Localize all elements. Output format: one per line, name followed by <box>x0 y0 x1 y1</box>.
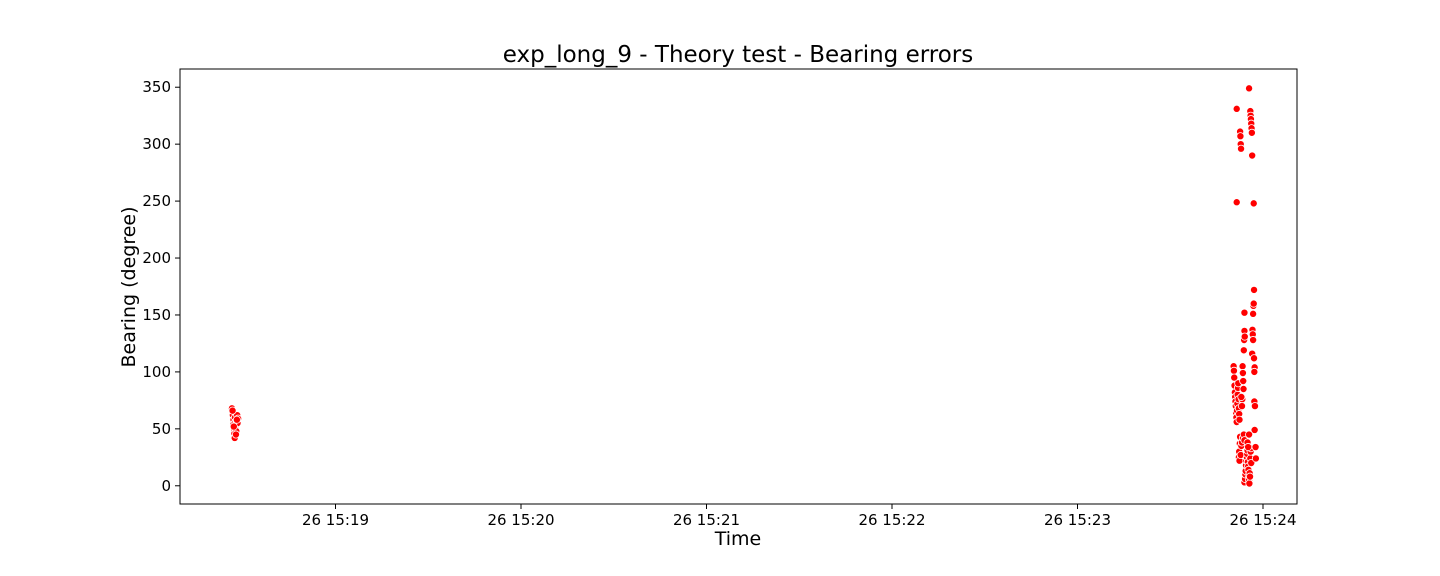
data-point <box>1248 151 1257 160</box>
data-point <box>1230 373 1239 382</box>
y-axis: 0 50 100 150 200 250 300 350 <box>142 78 180 495</box>
data-point <box>1237 144 1246 153</box>
data-point <box>1235 415 1244 424</box>
data-point <box>1245 430 1254 439</box>
data-point <box>1245 84 1254 93</box>
data-point <box>1251 443 1260 452</box>
data-point <box>1249 336 1258 345</box>
data-point <box>1250 367 1259 376</box>
y-tick-label: 50 <box>152 420 171 438</box>
data-point <box>229 422 238 431</box>
x-tick-label: 26 15:19 <box>302 511 369 529</box>
data-point <box>1240 332 1249 341</box>
data-point <box>1250 354 1259 363</box>
data-point <box>1237 392 1246 401</box>
data-point <box>1239 346 1248 355</box>
data-point <box>1237 402 1246 411</box>
y-tick-label: 300 <box>142 135 171 153</box>
data-point <box>1238 362 1247 371</box>
x-tick-label: 26 15:23 <box>1044 511 1111 529</box>
data-point <box>1250 425 1259 434</box>
data-points <box>227 84 1260 488</box>
data-point <box>1251 454 1260 463</box>
data-point <box>1244 443 1253 452</box>
data-point <box>232 415 241 424</box>
data-point <box>1245 479 1254 488</box>
data-point <box>1236 132 1245 141</box>
data-point <box>1249 309 1258 318</box>
y-tick-label: 0 <box>161 477 171 495</box>
y-axis-label: Bearing (degree) <box>118 206 140 367</box>
y-tick-label: 150 <box>142 306 171 324</box>
data-point <box>1246 472 1255 481</box>
x-tick-label: 26 15:20 <box>487 511 554 529</box>
data-point <box>1232 104 1241 113</box>
x-tick-label: 26 15:22 <box>858 511 925 529</box>
y-tick-label: 250 <box>142 192 171 210</box>
plot-area-frame <box>179 68 1298 505</box>
x-tick-label: 26 15:24 <box>1229 511 1296 529</box>
x-axis-label: Time <box>714 528 762 550</box>
data-point <box>1250 285 1259 294</box>
data-point <box>1232 198 1241 207</box>
data-point <box>1229 366 1238 375</box>
data-point <box>1249 299 1258 308</box>
x-axis: 26 15:19 26 15:20 26 15:21 26 15:22 26 15:23… <box>302 504 1297 529</box>
data-point <box>228 406 237 415</box>
y-tick-label: 350 <box>142 78 171 96</box>
data-point <box>1249 199 1258 208</box>
data-point <box>1239 384 1248 393</box>
x-tick-label: 26 15:21 <box>673 511 740 529</box>
y-tick-label: 200 <box>142 249 171 267</box>
data-point <box>1238 369 1247 378</box>
data-point <box>1247 128 1256 137</box>
data-point <box>231 430 240 439</box>
data-point <box>1250 402 1259 411</box>
data-point <box>1239 377 1248 386</box>
chart-title: exp_long_9 - Theory test - Bearing error… <box>503 42 974 68</box>
y-tick-label: 100 <box>142 363 171 381</box>
data-point <box>1240 308 1249 317</box>
